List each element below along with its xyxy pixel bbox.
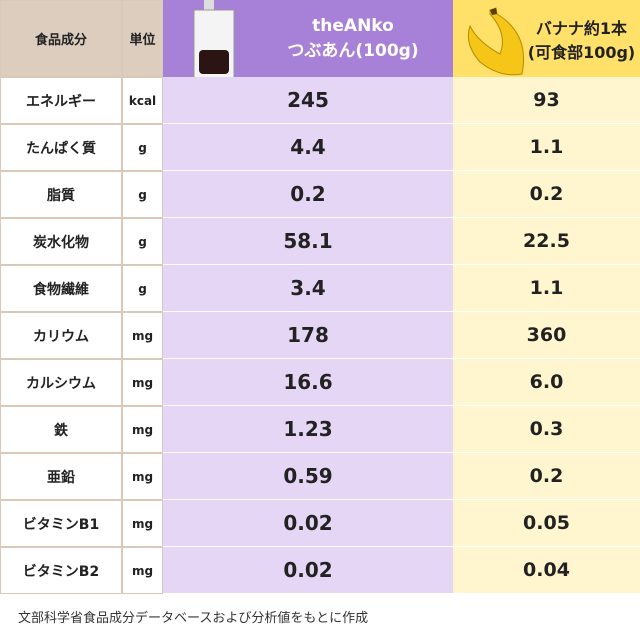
- row-label: kcal: [122, 77, 163, 124]
- value-cell: 0.04: [453, 547, 640, 594]
- value-cell: 0.02: [163, 547, 453, 594]
- banana-image: [467, 7, 525, 76]
- value-cell: 0.2: [453, 453, 640, 500]
- value-cell: 178: [163, 312, 453, 359]
- row-label: mg: [122, 500, 163, 547]
- value-cell: 0.3: [453, 406, 640, 453]
- header-cell: 単位: [122, 0, 163, 77]
- row-label: ビタミンB2: [0, 547, 122, 594]
- pouch-image: [193, 0, 235, 83]
- header-text: theANko: [312, 16, 394, 36]
- row-label: g: [122, 124, 163, 171]
- row-label: 脂質: [0, 171, 122, 218]
- row-label: カルシウム: [0, 359, 122, 406]
- value-cell: 0.02: [163, 500, 453, 547]
- header-text: (可食部100g): [527, 42, 636, 62]
- value-cell: 1.1: [453, 265, 640, 312]
- header-cell: 食品成分: [0, 0, 122, 77]
- value-cell: 0.2: [453, 171, 640, 218]
- row-label: たんぱく質: [0, 124, 122, 171]
- row-label: カリウム: [0, 312, 122, 359]
- row-label: エネルギー: [0, 77, 122, 124]
- value-cell: 6.0: [453, 359, 640, 406]
- footer-note: 文部科学省食品成分データベースおよび分析値をもとに作成: [18, 611, 369, 626]
- value-cell: 16.6: [163, 359, 453, 406]
- row-label: g: [122, 171, 163, 218]
- value-cell: 3.4: [163, 265, 453, 312]
- row-label: mg: [122, 359, 163, 406]
- row-label: mg: [122, 312, 163, 359]
- row-label: 食物繊維: [0, 265, 122, 312]
- row-label: mg: [122, 406, 163, 453]
- header-text: つぶあん(100g): [287, 41, 419, 61]
- header-cell: バナナ約1本 (可食部100g): [453, 0, 640, 77]
- value-cell: 4.4: [163, 124, 453, 171]
- header-text: バナナ約1本: [535, 18, 628, 38]
- row-label: 炭水化物: [0, 218, 122, 265]
- value-cell: 93: [453, 77, 640, 124]
- row-label: mg: [122, 453, 163, 500]
- value-cell: 245: [163, 77, 453, 124]
- row-label: ビタミンB1: [0, 500, 122, 547]
- value-cell: 0.2: [163, 171, 453, 218]
- value-cell: 0.59: [163, 453, 453, 500]
- value-cell: 58.1: [163, 218, 453, 265]
- row-label: g: [122, 265, 163, 312]
- value-cell: 360: [453, 312, 640, 359]
- row-label: 鉄: [0, 406, 122, 453]
- value-cell: 1.1: [453, 124, 640, 171]
- row-label: 亜鉛: [0, 453, 122, 500]
- row-label: g: [122, 218, 163, 265]
- value-cell: 1.23: [163, 406, 453, 453]
- value-cell: 0.05: [453, 500, 640, 547]
- value-cell: 22.5: [453, 218, 640, 265]
- row-label: mg: [122, 547, 163, 594]
